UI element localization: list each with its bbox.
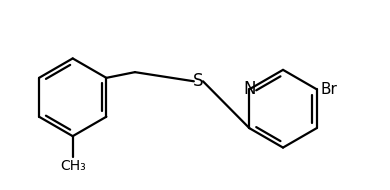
Text: Br: Br (320, 82, 337, 97)
Text: CH₃: CH₃ (60, 159, 85, 173)
Text: S: S (193, 72, 204, 90)
Text: N: N (243, 80, 255, 98)
